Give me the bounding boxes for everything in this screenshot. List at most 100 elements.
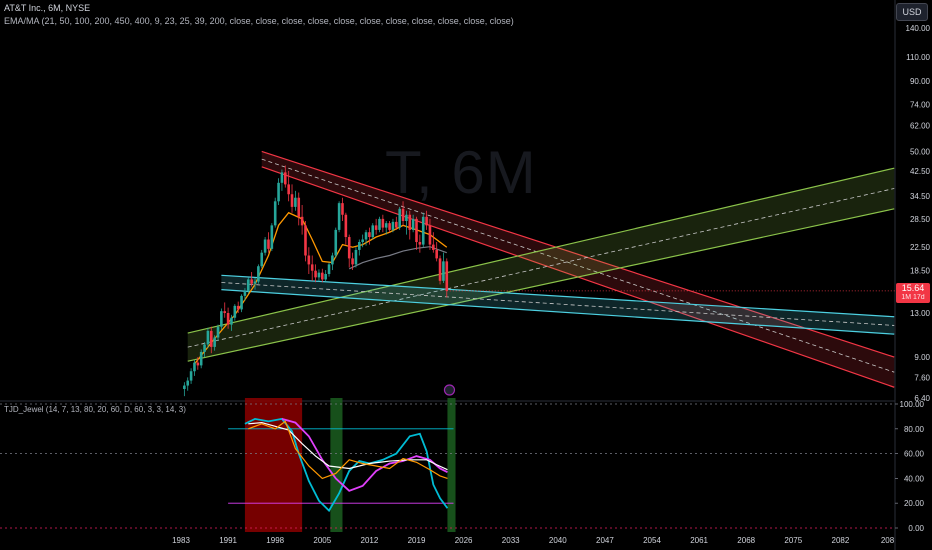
candle[interactable] [257,264,260,284]
event-marker-icon[interactable] [443,384,456,396]
candle[interactable] [341,197,344,222]
candle[interactable] [381,214,385,233]
candle[interactable] [213,335,216,351]
candle[interactable] [327,262,331,277]
candle[interactable] [230,314,233,331]
ema-legend[interactable]: EMA/MA (21, 50, 100, 200, 450, 400, 9, 2… [4,16,514,26]
channel-red-upper[interactable] [261,150,895,358]
candle[interactable] [277,178,280,205]
candle[interactable] [243,288,247,301]
candle[interactable] [331,252,334,271]
candle[interactable] [411,214,415,233]
symbol-legend[interactable]: AT&T Inc., 6M, NYSE [4,3,90,13]
channel-green-upper[interactable] [187,167,895,334]
candle[interactable] [351,252,354,271]
candle[interactable] [297,192,301,226]
candle[interactable] [287,170,290,202]
candle[interactable] [425,210,428,230]
candle[interactable] [395,216,398,230]
candle[interactable] [203,342,206,358]
indicator-legend[interactable]: TJD_Jewel (14, 7, 13, 80, 20, 60, D, 60,… [4,405,186,414]
candle[interactable] [196,357,200,370]
candle[interactable] [220,308,223,330]
candle[interactable] [273,197,277,228]
candle[interactable] [401,201,405,226]
candle[interactable] [354,247,358,268]
candle[interactable] [240,294,243,313]
candle[interactable] [378,216,381,233]
candle[interactable] [294,190,297,211]
candle[interactable] [206,327,210,349]
channel-cyan-lower[interactable] [221,289,895,335]
candle[interactable] [263,237,267,256]
candle[interactable] [317,269,321,282]
candle[interactable] [428,218,432,250]
candle[interactable] [344,212,348,245]
oscillator-pane[interactable] [0,398,895,532]
candle-body [435,249,438,259]
price-tick-label: 110.00 [906,53,930,62]
time-axis[interactable]: 1983 1991 1998 2005 2012 2019 2026 2033 2040 2047… [172,536,895,545]
candle[interactable] [199,349,203,369]
candle[interactable] [209,326,213,354]
candle[interactable] [442,252,445,283]
price-tick-label: 62.00 [910,122,931,131]
candle[interactable] [321,268,324,283]
time-tick-label: 2040 [549,536,567,545]
candle[interactable] [310,255,314,281]
channel-cyan-upper[interactable] [221,274,895,318]
candle[interactable] [405,210,408,235]
candle[interactable] [189,368,193,384]
candle[interactable] [334,227,338,258]
candle[interactable] [193,359,196,376]
candle[interactable] [290,184,294,213]
candle-body [240,295,243,310]
candle[interactable] [432,232,435,253]
candle[interactable] [223,302,227,318]
candle[interactable] [438,255,442,285]
candle[interactable] [418,234,422,253]
candle[interactable] [435,242,438,262]
candle[interactable] [368,227,371,245]
candle[interactable] [364,229,368,246]
candle[interactable] [186,377,190,391]
candle[interactable] [280,169,284,191]
candle[interactable] [267,232,270,253]
candle[interactable] [260,249,264,269]
candle[interactable] [371,223,375,240]
candle[interactable] [337,201,341,233]
oscillator-axis[interactable]: 100.00 80.00 60.00 40.00 20.00 0.00 [895,400,925,533]
candle[interactable] [307,247,311,274]
candle[interactable] [314,264,317,283]
candle[interactable] [374,218,378,235]
candle[interactable] [253,278,257,290]
candle[interactable] [283,165,287,188]
candle[interactable] [421,212,425,248]
candle[interactable] [250,272,253,287]
candle[interactable] [415,216,418,250]
candle[interactable] [347,234,351,268]
candle[interactable] [300,204,304,235]
candle[interactable] [361,234,364,248]
candle[interactable] [391,218,395,233]
candle[interactable] [408,210,412,240]
currency-button[interactable]: USD [896,3,928,21]
candle[interactable] [304,221,307,262]
candle[interactable] [388,221,391,233]
candle[interactable] [246,277,250,294]
main-price-pane[interactable] [0,0,896,550]
candle[interactable] [324,270,327,282]
candle[interactable] [226,307,230,329]
candle[interactable] [384,221,388,235]
price-axis[interactable]: 140.00 110.00 90.00 74.00 62.00 50.00 42.50 34.… [906,24,931,403]
candle[interactable] [233,304,237,321]
candle[interactable] [236,301,240,314]
channel-green-lower[interactable] [187,208,895,362]
candle[interactable] [183,382,186,397]
time-tick-label: 2061 [690,536,708,545]
candle[interactable] [358,239,361,256]
candle[interactable] [216,324,220,341]
candle[interactable] [270,223,274,252]
candle[interactable] [398,206,401,230]
